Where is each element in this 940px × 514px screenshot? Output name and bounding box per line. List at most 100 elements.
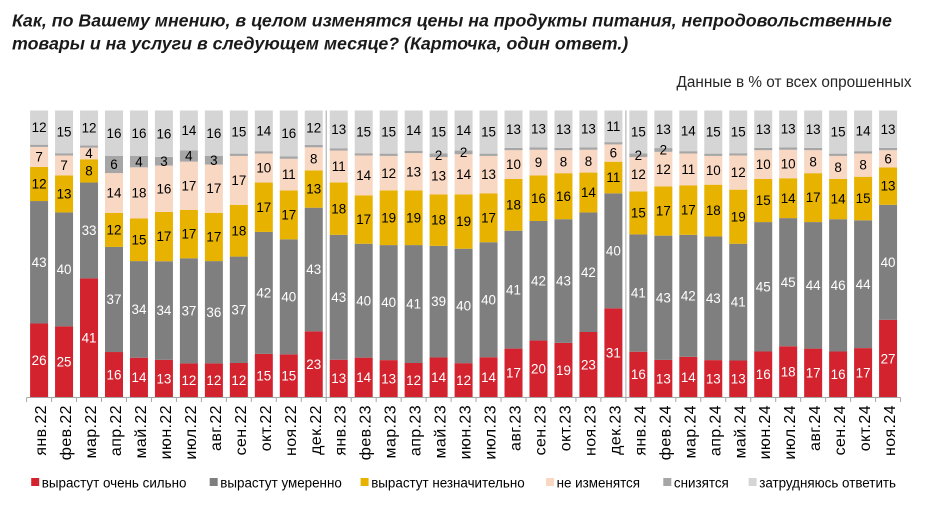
- svg-text:16: 16: [156, 126, 171, 141]
- svg-text:ноя.23: ноя.23: [582, 405, 599, 456]
- svg-text:13: 13: [506, 122, 521, 137]
- svg-text:8: 8: [859, 158, 866, 173]
- svg-text:42: 42: [581, 265, 596, 280]
- svg-text:39: 39: [431, 294, 446, 309]
- svg-text:4: 4: [185, 149, 193, 164]
- svg-text:40: 40: [481, 292, 496, 307]
- svg-text:16: 16: [132, 126, 147, 141]
- svg-text:19: 19: [406, 210, 421, 225]
- svg-text:авг.24: авг.24: [807, 405, 824, 451]
- svg-text:31: 31: [606, 346, 621, 361]
- svg-text:13: 13: [881, 179, 896, 194]
- svg-text:10: 10: [506, 157, 521, 172]
- svg-text:11: 11: [681, 162, 695, 177]
- svg-text:9: 9: [535, 155, 542, 170]
- svg-text:15: 15: [281, 369, 296, 384]
- svg-text:14: 14: [431, 370, 446, 385]
- svg-text:8: 8: [585, 154, 592, 169]
- svg-text:6: 6: [110, 157, 117, 172]
- svg-text:15: 15: [731, 124, 746, 139]
- svg-text:13: 13: [531, 122, 546, 137]
- svg-text:13: 13: [481, 167, 496, 182]
- svg-text:15: 15: [256, 368, 271, 383]
- svg-text:41: 41: [506, 282, 521, 297]
- svg-text:16: 16: [107, 126, 122, 141]
- svg-text:13: 13: [806, 122, 821, 137]
- svg-text:товары и на услуги в следующем: товары и на услуги в следующем месяце? (…: [12, 34, 628, 54]
- svg-text:15: 15: [831, 125, 846, 140]
- svg-text:19: 19: [381, 210, 396, 225]
- svg-text:15: 15: [706, 125, 721, 140]
- svg-text:июл.23: июл.23: [483, 405, 500, 460]
- svg-text:40: 40: [281, 289, 296, 304]
- svg-text:16: 16: [831, 367, 846, 382]
- svg-text:44: 44: [806, 278, 821, 293]
- svg-text:13: 13: [406, 164, 421, 179]
- svg-text:15: 15: [631, 125, 646, 140]
- svg-text:41: 41: [406, 297, 421, 312]
- svg-text:14: 14: [781, 191, 796, 206]
- svg-text:43: 43: [706, 291, 721, 306]
- svg-text:16: 16: [206, 126, 221, 141]
- svg-text:12: 12: [231, 373, 246, 388]
- svg-text:17: 17: [506, 366, 521, 381]
- svg-text:апр.24: апр.24: [707, 405, 724, 456]
- svg-text:36: 36: [206, 305, 221, 320]
- svg-text:13: 13: [57, 187, 72, 202]
- svg-text:14: 14: [356, 370, 371, 385]
- svg-text:15: 15: [57, 124, 72, 139]
- svg-text:10: 10: [256, 161, 271, 176]
- svg-text:40: 40: [381, 295, 396, 310]
- svg-text:13: 13: [431, 168, 446, 183]
- svg-text:15: 15: [356, 124, 371, 139]
- svg-text:мар.22: мар.22: [83, 405, 100, 458]
- svg-text:43: 43: [32, 255, 47, 270]
- svg-text:16: 16: [107, 367, 122, 382]
- svg-text:15: 15: [631, 206, 646, 221]
- svg-text:14: 14: [181, 123, 196, 138]
- svg-text:2: 2: [435, 148, 442, 163]
- svg-text:20: 20: [531, 362, 546, 377]
- svg-text:16: 16: [281, 126, 296, 141]
- svg-text:18: 18: [231, 223, 246, 238]
- svg-text:42: 42: [531, 273, 546, 288]
- svg-text:43: 43: [306, 262, 321, 277]
- svg-text:17: 17: [231, 173, 246, 188]
- svg-text:14: 14: [581, 185, 596, 200]
- svg-text:2: 2: [635, 148, 642, 163]
- svg-text:13: 13: [706, 371, 721, 386]
- svg-text:дек.22: дек.22: [308, 405, 325, 455]
- svg-text:8: 8: [834, 160, 841, 175]
- svg-text:18: 18: [506, 197, 521, 212]
- svg-text:17: 17: [281, 207, 296, 222]
- svg-text:фев.24: фев.24: [657, 405, 674, 460]
- svg-text:ноя.24: ноя.24: [882, 405, 899, 456]
- svg-text:8: 8: [310, 151, 317, 166]
- svg-text:37: 37: [107, 292, 122, 307]
- svg-text:16: 16: [756, 367, 771, 382]
- svg-text:13: 13: [881, 122, 896, 137]
- svg-text:8: 8: [560, 154, 567, 169]
- svg-text:19: 19: [556, 363, 571, 378]
- svg-text:мар.24: мар.24: [682, 405, 699, 458]
- svg-text:17: 17: [206, 181, 221, 196]
- svg-text:12: 12: [206, 373, 221, 388]
- svg-text:16: 16: [631, 367, 646, 382]
- svg-text:снизятся: снизятся: [674, 476, 729, 491]
- svg-text:12: 12: [381, 166, 396, 181]
- svg-text:26: 26: [32, 353, 47, 368]
- svg-text:15: 15: [756, 193, 771, 208]
- svg-text:июн.23: июн.23: [458, 405, 475, 459]
- svg-text:8: 8: [85, 164, 92, 179]
- svg-text:12: 12: [406, 373, 421, 388]
- svg-text:8: 8: [809, 154, 816, 169]
- svg-text:13: 13: [381, 371, 396, 386]
- svg-text:14: 14: [456, 167, 471, 182]
- svg-text:13: 13: [331, 122, 346, 137]
- svg-text:12: 12: [82, 121, 97, 136]
- svg-text:45: 45: [781, 275, 796, 290]
- svg-text:14: 14: [107, 186, 122, 201]
- svg-text:янв.23: янв.23: [333, 405, 350, 456]
- svg-text:11: 11: [606, 119, 620, 134]
- svg-text:мар.23: мар.23: [383, 405, 400, 458]
